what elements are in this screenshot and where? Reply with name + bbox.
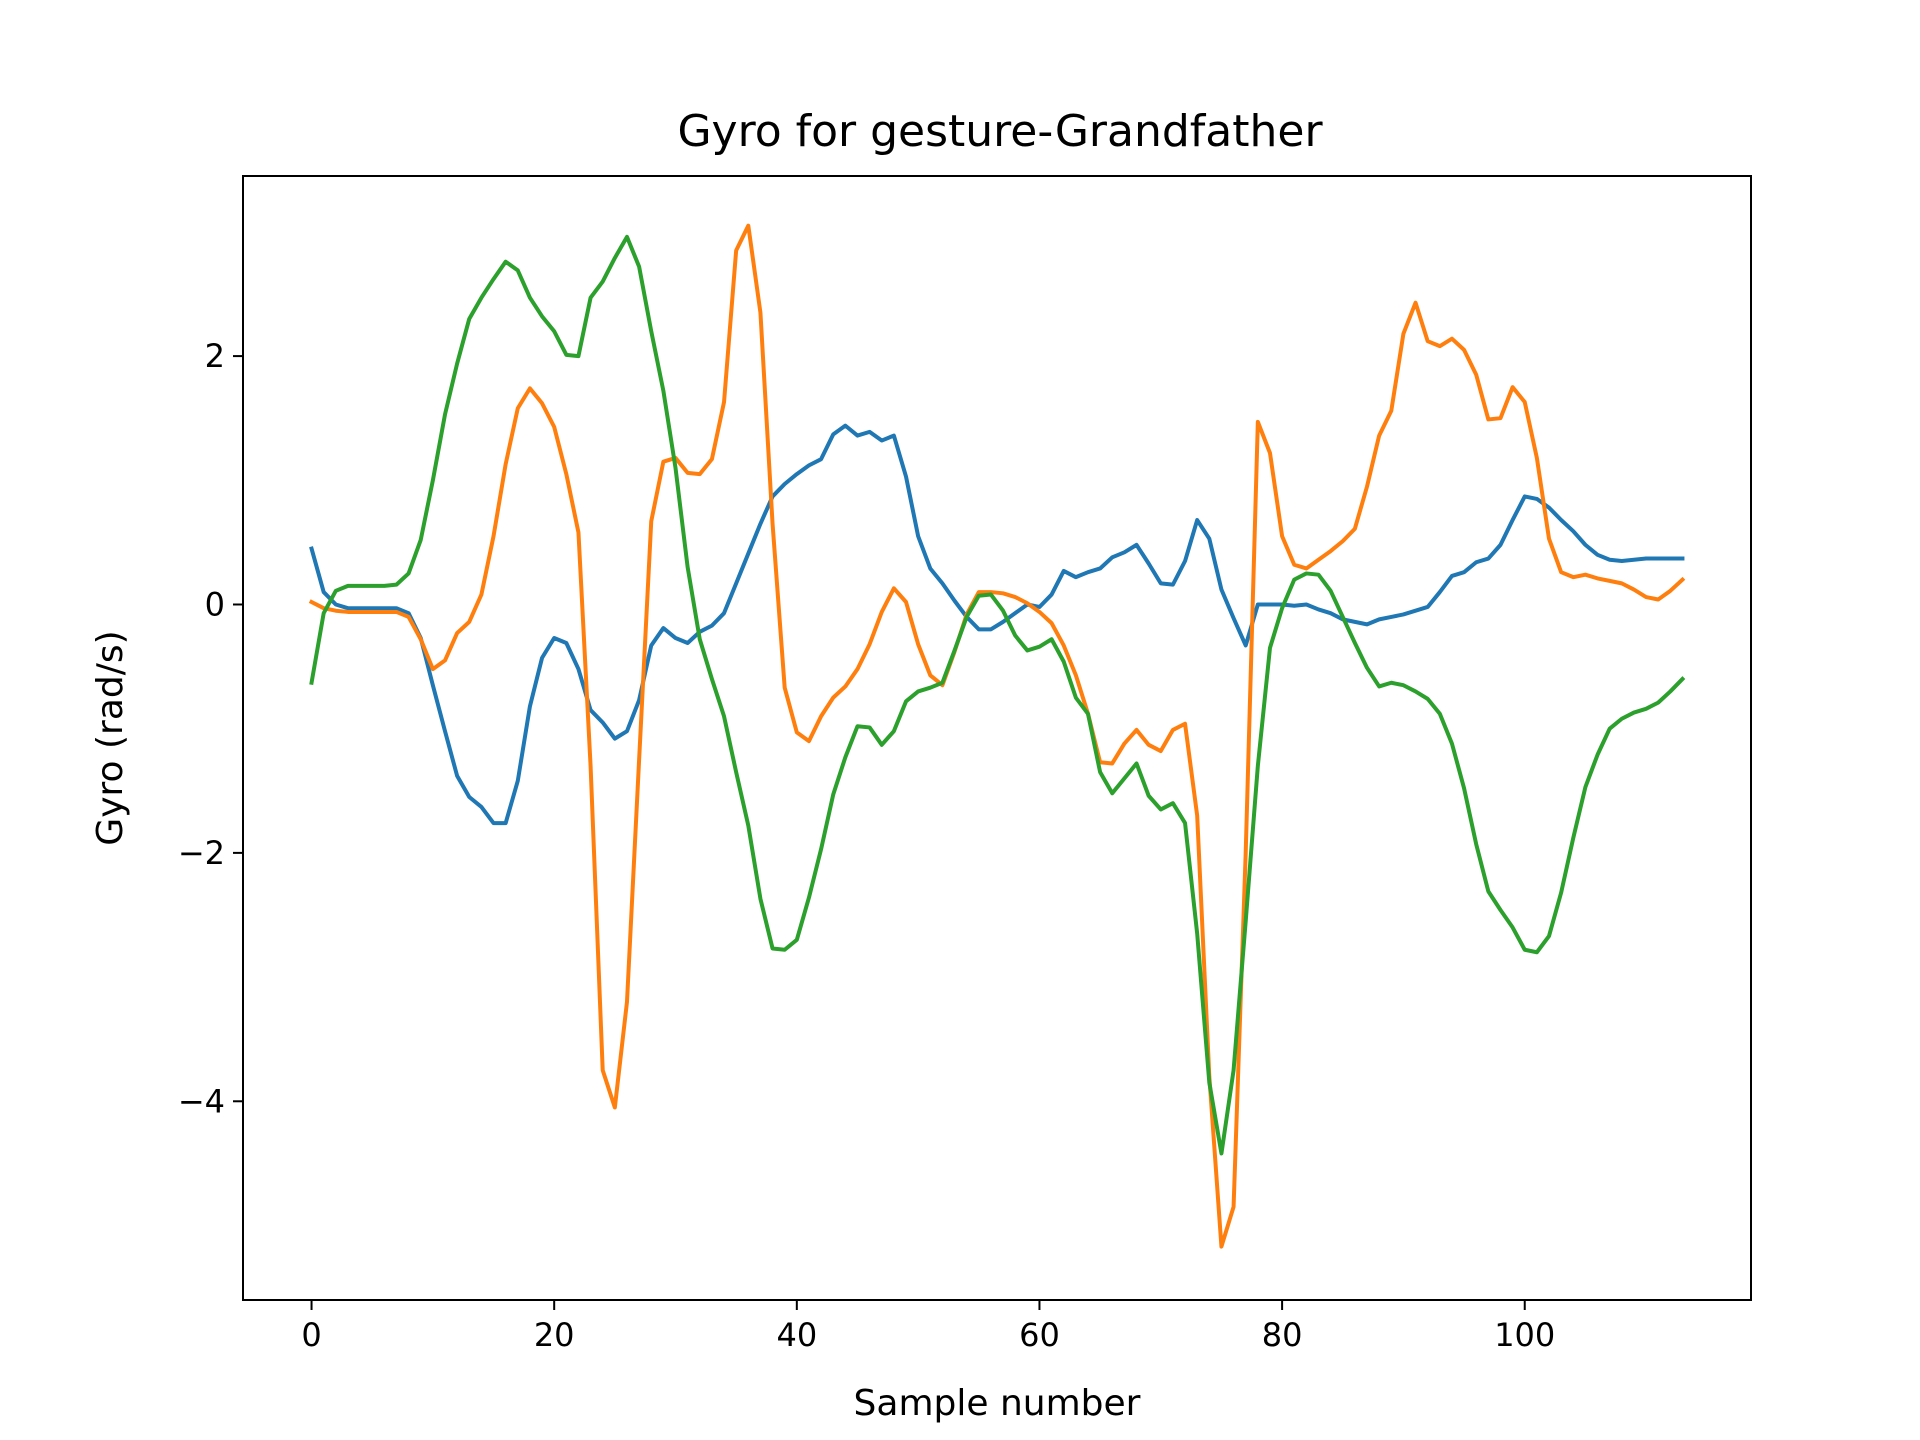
x-axis-label: Sample number [854,1383,1141,1424]
x-tick-label: 0 [301,1316,321,1354]
x-tick-label: 100 [1494,1316,1555,1354]
series-line-1 [309,423,1685,826]
x-tick-label: 60 [1019,1316,1060,1354]
y-tick-label: 0 [205,585,225,623]
y-tick-label: 2 [205,337,225,375]
x-tick-label: 40 [776,1316,817,1354]
plot-frame [242,175,1752,1301]
x-tick-label: 20 [534,1316,575,1354]
y-tick-label: −2 [178,834,225,872]
series-line-3 [309,234,1686,1156]
x-tick-label: 80 [1262,1316,1303,1354]
x-axis: 0 20 40 60 80 100 [301,1300,1555,1354]
y-axis-label: Gyro (rad/s) [90,630,131,845]
chart-title: Gyro for gesture-Grandfather [677,106,1323,157]
y-tick-label: −4 [178,1082,225,1120]
series-line-2 [308,223,1686,1249]
series-layer [308,223,1686,1249]
y-axis: −4 −2 0 2 [178,337,243,1120]
